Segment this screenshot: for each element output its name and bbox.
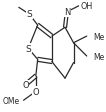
Text: N: N <box>64 8 70 17</box>
Text: Me: Me <box>93 32 105 41</box>
Text: Me: Me <box>93 52 105 61</box>
Text: O: O <box>22 81 29 89</box>
Text: O: O <box>32 87 39 96</box>
Text: OH: OH <box>80 2 92 11</box>
Text: S: S <box>25 44 31 53</box>
Text: OMe: OMe <box>3 96 20 105</box>
Text: S: S <box>26 10 32 19</box>
